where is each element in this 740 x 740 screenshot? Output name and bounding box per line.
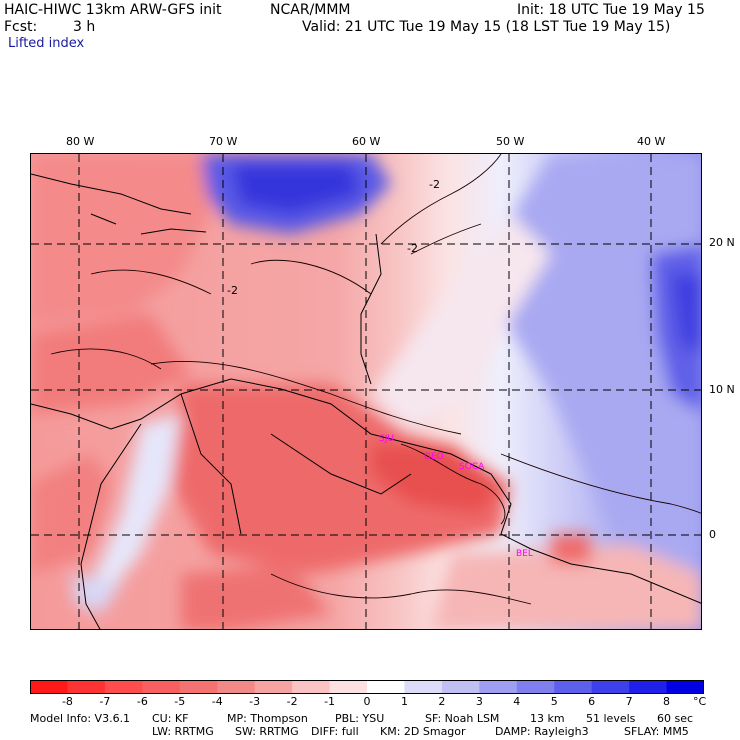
contour-label: -2 <box>429 178 440 191</box>
colorbar-swatch <box>367 680 405 694</box>
lon-label-80w: 80 W <box>66 135 95 148</box>
footer-resolution: 13 km <box>530 712 565 725</box>
station-geo: GEO <box>424 452 444 462</box>
colorbar-tick-label: -7 <box>99 695 111 708</box>
forecast-label: Fcst: <box>4 19 38 35</box>
lat-label-20n: 20 N <box>709 236 735 249</box>
colorbar-swatch <box>217 680 256 694</box>
colorbar-tick-label: -2 <box>286 695 298 708</box>
colorbar-tick-label: 7 <box>625 695 633 708</box>
footer-mp: MP: Thompson <box>227 712 308 725</box>
init-time: Init: 18 UTC Tue 19 May 15 <box>517 2 705 18</box>
footer-timestep: 60 sec <box>657 712 694 725</box>
forecast-hour: 3 h <box>73 19 96 35</box>
lat-lon-grid <box>31 154 701 629</box>
field-name: Lifted index <box>8 36 85 51</box>
footer-cu: CU: KF <box>152 712 189 725</box>
colorbar-swatch <box>516 680 555 694</box>
colorbar-swatch <box>142 680 181 694</box>
footer-lw: LW: RRTMG <box>152 725 214 738</box>
lat-label-0: 0 <box>709 528 716 541</box>
colorbar-tick-label: 8 <box>663 695 671 708</box>
station-labels: SJU GEO SOCA BEL <box>379 434 533 559</box>
colorbar-swatch <box>30 680 68 694</box>
valid-time: Valid: 21 UTC Tue 19 May 15 (18 LST Tue … <box>302 19 671 35</box>
colorbar-tick-label: 0 <box>363 695 371 708</box>
model-title: HAIC-HIWC 13km ARW-GFS init <box>4 2 222 18</box>
colorbar-swatch <box>554 680 593 694</box>
colorbar-tick-label: -6 <box>136 695 148 708</box>
colorbar-swatch <box>254 680 293 694</box>
colorbar-swatch <box>329 680 368 694</box>
lon-label-60w: 60 W <box>352 135 381 148</box>
coastlines <box>31 173 701 629</box>
footer-pbl: PBL: YSU <box>335 712 385 725</box>
colorbar-swatch <box>629 680 668 694</box>
colorbar-border <box>30 680 704 694</box>
station-sju: SJU <box>379 434 394 444</box>
colorbar-swatch <box>666 680 704 694</box>
colorbar-tick-label: 3 <box>475 695 483 708</box>
colorbar-tick-label: -8 <box>61 695 73 708</box>
footer-km: KM: 2D Smagor <box>380 725 466 738</box>
footer-damp: DAMP: Rayleigh3 <box>495 725 589 738</box>
colorbar-swatch <box>479 680 518 694</box>
footer-diff: DIFF: full <box>311 725 359 738</box>
colorbar-tick-label: 1 <box>400 695 408 708</box>
colorbar-swatch <box>67 680 106 694</box>
footer-sf: SF: Noah LSM <box>425 712 500 725</box>
map-canvas: -2 -2 -2 SJU GEO SOCA BEL <box>31 154 701 629</box>
colorbar-swatch <box>591 680 630 694</box>
station-bel: BEL <box>516 549 533 559</box>
colorbar-swatch <box>292 680 331 694</box>
colorbar-swatch <box>441 680 480 694</box>
lon-label-40w: 40 W <box>637 135 666 148</box>
colorbar-tick-label: 5 <box>550 695 558 708</box>
lifted-index-map: -2 -2 -2 SJU GEO SOCA BEL <box>30 153 702 630</box>
colorbar-tick-label: 4 <box>513 695 521 708</box>
footer-model-info: Model Info: V3.6.1 <box>30 712 131 725</box>
colorbar-tick-label: 6 <box>588 695 596 708</box>
footer-sw: SW: RRTMG <box>235 725 299 738</box>
colorbar-tick-label: -1 <box>324 695 336 708</box>
station-soca: SOCA <box>459 462 485 472</box>
field-patches <box>31 154 701 629</box>
organization: NCAR/MMM <box>270 2 351 18</box>
contour-label: -2 <box>227 284 238 297</box>
colorbar-unit: °C <box>693 695 707 708</box>
footer-sflay: SFLAY: MM5 <box>624 725 689 738</box>
colorbar-swatch <box>179 680 218 694</box>
colorbar-swatch <box>404 680 443 694</box>
lon-label-50w: 50 W <box>496 135 525 148</box>
colorbar <box>30 680 704 694</box>
lon-label-70w: 70 W <box>209 135 238 148</box>
colorbar-tick-label: 2 <box>438 695 446 708</box>
colorbar-tick-label: -5 <box>174 695 186 708</box>
footer-levels: 51 levels <box>586 712 636 725</box>
colorbar-tick-label: -4 <box>211 695 223 708</box>
li-contours <box>50 154 701 605</box>
colorbar-tick-label: -3 <box>249 695 261 708</box>
lat-label-10n: 10 N <box>709 383 735 396</box>
colorbar-swatch <box>104 680 143 694</box>
contour-label: -2 <box>407 242 418 255</box>
